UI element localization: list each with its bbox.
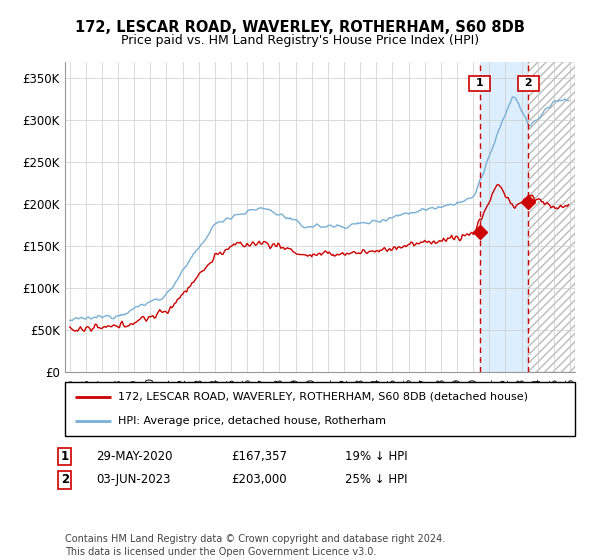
Bar (529, 62, 575, 372)
Text: 03-JUN-2023: 03-JUN-2023 (96, 473, 170, 487)
Text: 172, LESCAR ROAD, WAVERLEY, ROTHERHAM, S60 8DB (detached house): 172, LESCAR ROAD, WAVERLEY, ROTHERHAM, S… (118, 392, 529, 402)
Text: Price paid vs. HM Land Registry's House Price Index (HPI): Price paid vs. HM Land Registry's House … (121, 34, 479, 46)
Text: 19% ↓ HPI: 19% ↓ HPI (345, 450, 407, 463)
Text: £167,357: £167,357 (231, 450, 287, 463)
Text: 1: 1 (61, 450, 69, 463)
Text: 2: 2 (521, 78, 536, 88)
Text: 172, LESCAR ROAD, WAVERLEY, ROTHERHAM, S60 8DB: 172, LESCAR ROAD, WAVERLEY, ROTHERHAM, S… (75, 20, 525, 35)
Bar (529, 62, 575, 372)
Text: 29-MAY-2020: 29-MAY-2020 (96, 450, 173, 463)
Bar (480, 62, 529, 372)
Text: HPI: Average price, detached house, Rotherham: HPI: Average price, detached house, Roth… (118, 416, 386, 426)
Text: 25% ↓ HPI: 25% ↓ HPI (345, 473, 407, 487)
Text: Contains HM Land Registry data © Crown copyright and database right 2024.
This d: Contains HM Land Registry data © Crown c… (65, 534, 445, 557)
Text: £203,000: £203,000 (231, 473, 287, 487)
Text: 2: 2 (61, 473, 69, 487)
FancyBboxPatch shape (65, 382, 575, 436)
Text: 1: 1 (472, 78, 487, 88)
